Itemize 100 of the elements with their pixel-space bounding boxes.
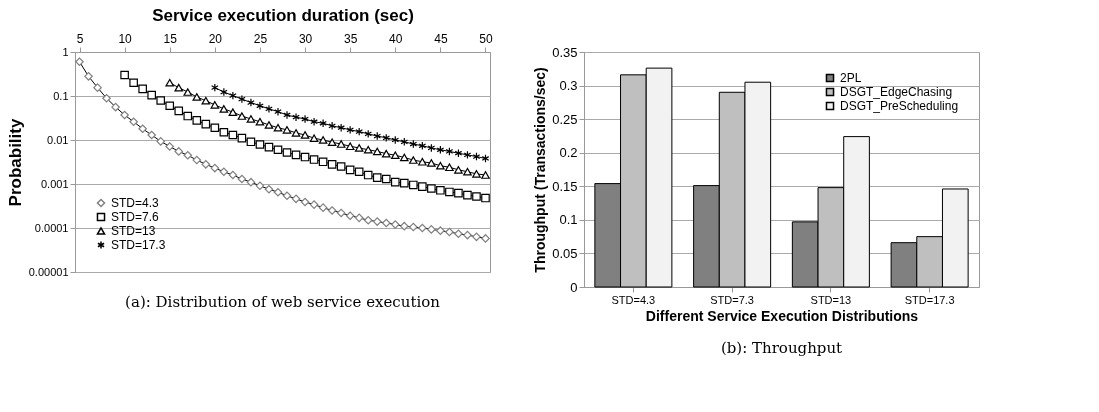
point [355,127,364,136]
point [363,215,373,225]
point [201,96,211,105]
point [274,107,282,116]
point [291,150,301,160]
point [237,112,247,120]
point [427,143,436,153]
point [237,133,247,143]
point [390,151,400,160]
y-tick-label: 0.01 [47,133,69,146]
point [372,217,382,226]
point [291,194,301,204]
point [129,78,138,88]
point [183,111,193,121]
point [165,101,175,111]
point [165,78,175,87]
point [436,145,445,155]
point [319,118,327,128]
point [309,200,319,209]
point [445,227,454,237]
point [427,159,436,167]
point [75,57,84,67]
point [463,230,472,240]
point [120,110,129,120]
point [246,137,256,147]
point [255,140,265,149]
y-tick-label: 0.35 [552,44,578,60]
point [472,232,481,242]
point [472,170,481,178]
x-tick-label: 20 [208,31,223,46]
point [381,174,391,184]
y-tick-label: 0.0001 [34,221,69,234]
x-tick-label: 35 [343,31,358,46]
point [201,119,211,129]
y-tick-label: 0.001 [40,177,69,190]
point [381,149,391,158]
point [264,121,274,129]
point [211,83,219,92]
point [147,90,156,100]
point [210,163,220,173]
x-tick-label: 45 [434,31,448,46]
x-axis-title: Service execution duration (sec) [152,5,414,25]
point [156,96,166,105]
point [273,145,283,155]
x-tick-label: 25 [253,31,268,46]
point [463,167,472,176]
point [237,174,247,184]
point [318,203,328,212]
x-tick-label: STD=17.3 [904,293,955,306]
y-axis-title: Probability [5,118,25,207]
point [318,157,328,167]
x-tick-label: 10 [118,31,133,46]
y-tick-label: 1 [62,45,69,58]
point [291,129,301,137]
text: (b): Throughput [720,339,843,357]
point [445,187,454,197]
x-tick-label: STD=13 [810,293,852,306]
text: (a): Distribution of web service execution [125,293,441,311]
point [120,70,129,80]
point [363,145,373,154]
point [345,165,355,175]
point [310,117,318,127]
x-tick-label: STD=7.3 [710,293,754,306]
legend-label: 2PL [840,71,862,85]
point [219,167,229,177]
point [427,225,436,234]
point [174,147,184,156]
point [399,221,409,231]
point [409,222,418,232]
point [165,142,175,151]
point [400,137,409,147]
point [192,155,202,165]
point [219,127,229,137]
point [192,93,202,101]
point [336,208,346,218]
point [228,108,238,116]
point [427,184,436,193]
point [373,131,382,141]
point [309,155,319,164]
y-tick-label: 0.05 [552,245,578,261]
point [481,154,490,163]
point [183,150,193,160]
point [102,93,111,103]
point [210,101,220,109]
point [300,131,310,139]
point [481,171,490,179]
point [174,83,184,92]
point [210,123,220,133]
point [192,116,202,125]
point [183,88,193,96]
point [138,124,147,134]
x-tick-label: 5 [76,31,84,46]
point [246,115,256,123]
point [111,102,120,112]
point [463,190,472,200]
point [409,180,418,190]
point [454,148,463,158]
point [481,193,490,203]
point [345,142,355,151]
point [138,84,147,94]
